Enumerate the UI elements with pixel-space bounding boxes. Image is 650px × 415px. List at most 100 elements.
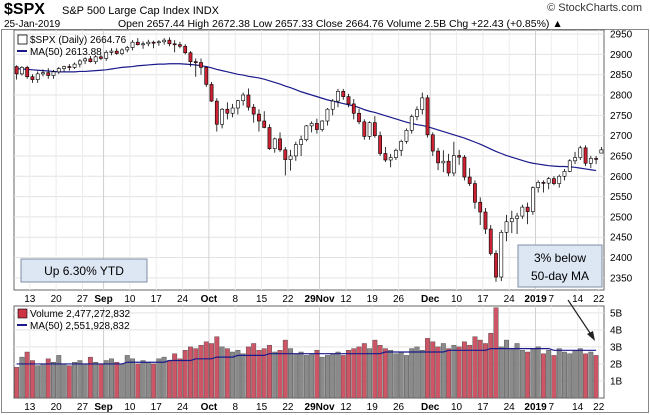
volume-bar xyxy=(298,351,304,399)
volume-bar xyxy=(351,348,357,399)
volume-bar xyxy=(230,351,236,399)
volume-bar xyxy=(214,336,220,399)
volume-bar xyxy=(166,360,172,399)
candle-body xyxy=(467,176,472,184)
volume-bar xyxy=(567,353,573,399)
x-tick-label-price: 17 xyxy=(477,294,489,305)
volume-bar xyxy=(483,343,488,399)
price-ma-line xyxy=(16,63,597,172)
volume-bar xyxy=(82,363,88,399)
volume-bar xyxy=(414,346,420,399)
volume-bar xyxy=(388,350,394,399)
price-tick-label: 2650 xyxy=(610,151,633,162)
volume-bar xyxy=(504,339,509,399)
price-tick-label: 2700 xyxy=(610,131,633,142)
candle-body xyxy=(178,44,182,47)
candle-body xyxy=(436,150,440,164)
candle-body xyxy=(120,49,124,54)
volume-bar xyxy=(261,348,267,399)
candle-body xyxy=(599,149,604,154)
candle-body xyxy=(546,178,551,184)
candle-body xyxy=(77,60,82,65)
x-tick-label-volume: 12 xyxy=(340,402,352,413)
candle-body xyxy=(372,122,377,136)
x-tick-label-volume: Oct xyxy=(201,402,218,413)
candle-body xyxy=(388,157,393,161)
volume-bar xyxy=(472,336,478,399)
source-credit: © StockCharts.com xyxy=(547,2,642,14)
volume-tick-label: 2B xyxy=(610,359,623,370)
x-tick-label-price: Sep xyxy=(94,294,112,305)
candle-body xyxy=(451,155,456,174)
x-tick-label-price: 22 xyxy=(282,294,294,305)
volume-bar xyxy=(498,346,504,399)
ma-annotation-box xyxy=(517,244,603,288)
x-tick-label-price: 17 xyxy=(151,294,163,305)
candle-body xyxy=(267,127,272,149)
volume-bar xyxy=(446,348,452,399)
candle-body xyxy=(125,47,130,51)
quote-date: 25-Jan-2019 xyxy=(4,19,61,30)
x-tick-label-volume: 29Nov xyxy=(305,402,335,413)
x-tick-label-price: 10 xyxy=(451,294,463,305)
volume-bar xyxy=(477,339,483,399)
volume-bar xyxy=(509,348,515,399)
volume-bar xyxy=(430,341,436,399)
candle-body xyxy=(30,76,35,80)
volume-bar xyxy=(356,346,362,399)
candle-body xyxy=(420,97,425,110)
volume-bar xyxy=(177,358,183,399)
volume-bar xyxy=(404,355,409,399)
candle-body xyxy=(167,39,172,45)
x-tick-label-volume: 19 xyxy=(367,402,379,413)
annotation-arrow-line xyxy=(567,299,593,337)
x-tick-label-volume: 20 xyxy=(51,402,63,413)
volume-bar xyxy=(188,346,193,399)
volume-bar xyxy=(493,307,499,399)
volume-bar xyxy=(35,365,41,399)
candle-body xyxy=(236,100,240,109)
candle-body xyxy=(35,73,40,80)
volume-bar xyxy=(256,350,262,399)
candle-body xyxy=(336,91,340,102)
candle-body xyxy=(72,63,77,68)
volume-bar xyxy=(382,348,388,399)
candle-body xyxy=(404,130,409,142)
x-tick-label-volume: 24 xyxy=(177,402,189,413)
volume-bar xyxy=(72,362,78,399)
volume-bar xyxy=(40,363,46,399)
candle-body xyxy=(557,175,562,184)
candle-body xyxy=(199,62,203,68)
volume-bar xyxy=(209,343,214,399)
candle-body xyxy=(536,182,541,188)
candle-body xyxy=(172,43,177,46)
candle-body xyxy=(241,94,246,101)
price-tick-label: 2500 xyxy=(610,212,633,223)
volume-bar xyxy=(324,355,330,399)
candle-body xyxy=(525,206,530,212)
volume-bar xyxy=(588,351,594,399)
candle-body xyxy=(109,50,114,53)
candle-body xyxy=(246,94,251,108)
x-tick-label-price: 27 xyxy=(77,294,89,305)
x-tick-label-price: 12 xyxy=(340,294,352,305)
candle-body xyxy=(151,41,156,44)
volume-bar xyxy=(240,353,246,399)
volume-bar xyxy=(309,353,315,399)
candle-body xyxy=(146,41,151,45)
volume-bar xyxy=(419,350,425,399)
candle-body xyxy=(104,52,109,59)
volume-ma-legend-label: MA(50) 2,551,928,832 xyxy=(30,321,130,332)
x-tick-label-price: 2019 xyxy=(524,294,547,305)
volume-bar xyxy=(282,339,288,399)
candle-body xyxy=(341,91,346,97)
candle-body xyxy=(562,171,567,177)
candle-body xyxy=(509,218,514,223)
index-name: S&P 500 Large Cap Index INDX xyxy=(62,5,219,17)
x-tick-label-volume: 22 xyxy=(282,402,294,413)
candle-body xyxy=(83,58,87,62)
candle-body xyxy=(67,66,72,68)
x-tick-label-volume: 17 xyxy=(151,402,163,413)
